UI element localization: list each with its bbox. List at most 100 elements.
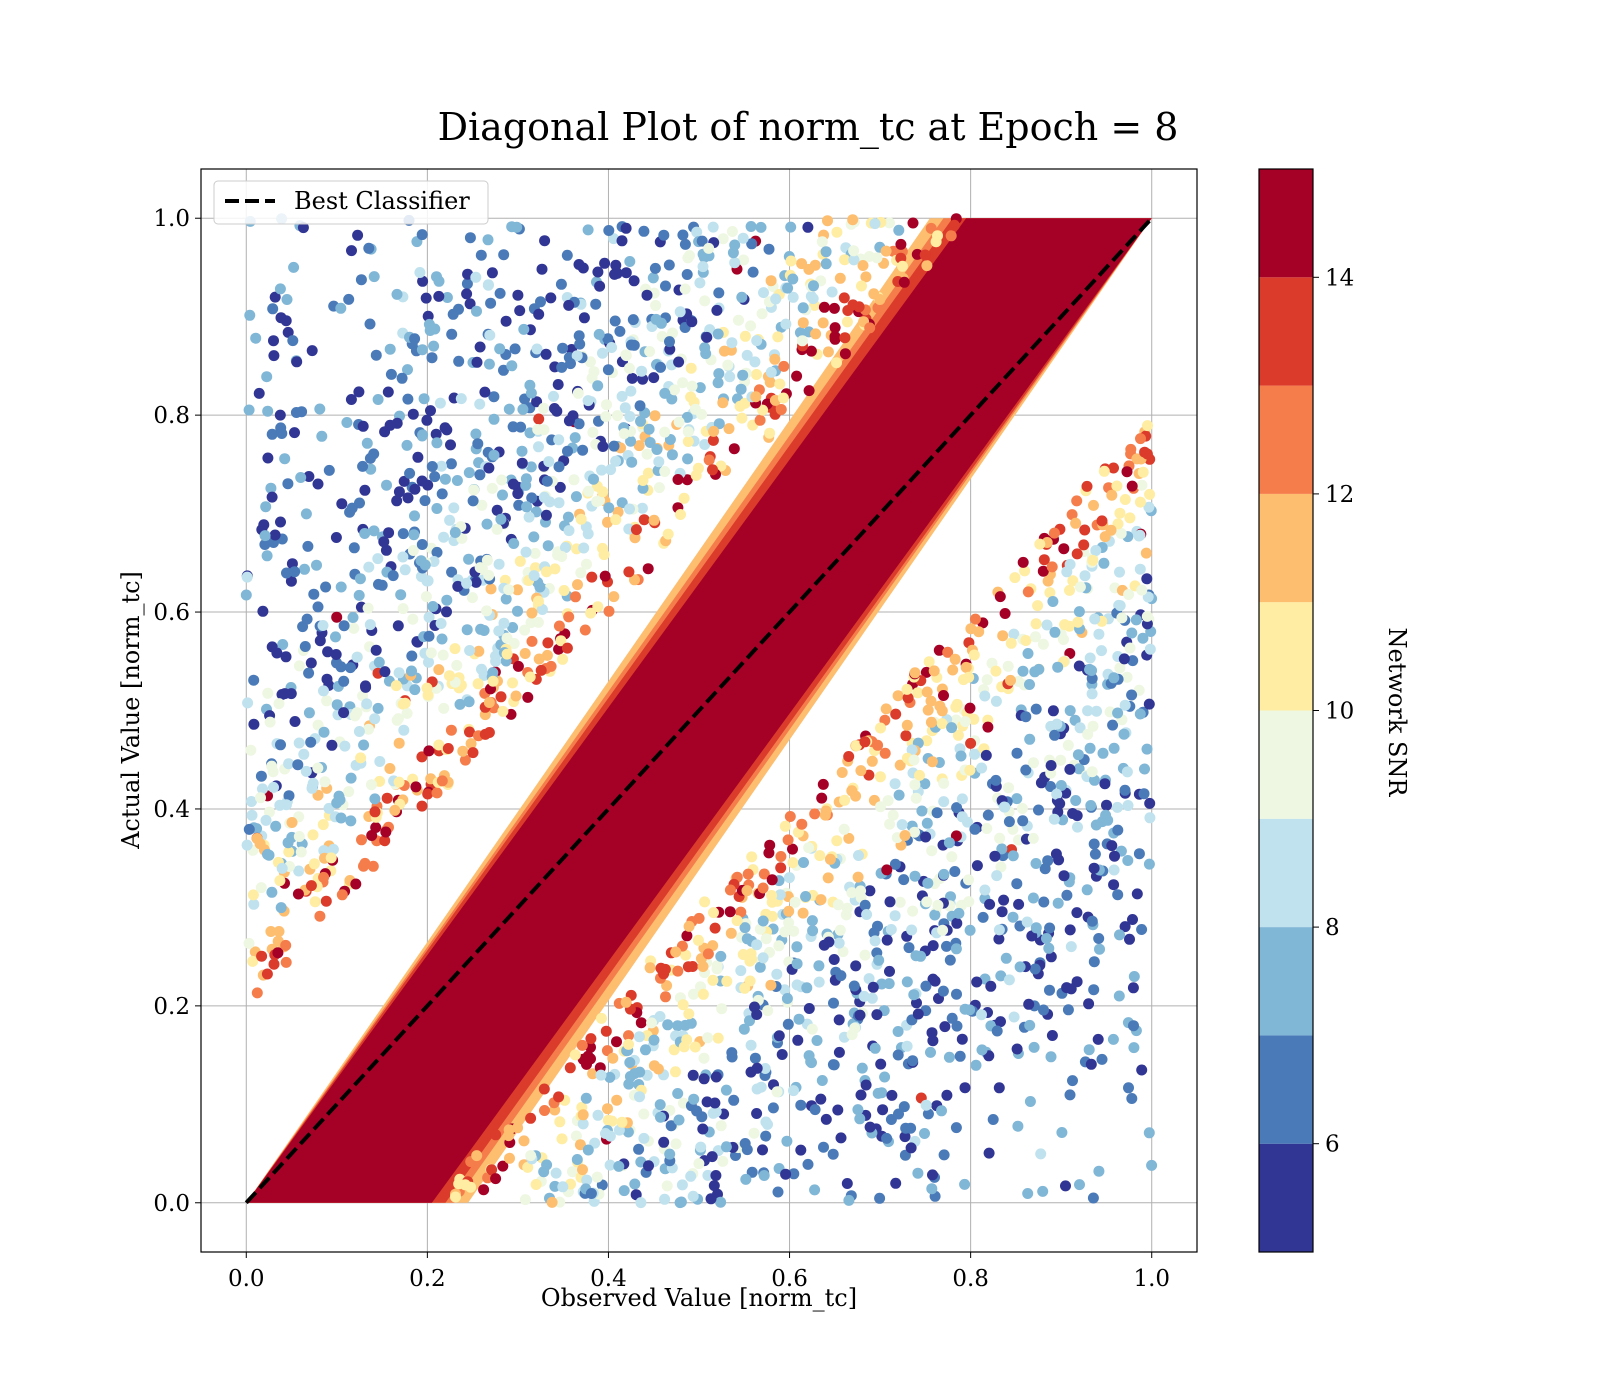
scatter-point (717, 397, 729, 409)
x-tick-label: 0.4 (590, 1266, 627, 1292)
scatter-point (740, 1173, 752, 1185)
scatter-point (697, 261, 709, 273)
scatter-point (951, 698, 963, 710)
scatter-point (766, 896, 778, 908)
scatter-point (608, 591, 620, 603)
scatter-point (1099, 778, 1111, 790)
scatter-point (341, 417, 353, 428)
scatter-point (866, 755, 878, 767)
scatter-point (623, 1030, 634, 1042)
scatter-point (797, 302, 809, 314)
scatter-point (1111, 480, 1123, 492)
scatter-point (893, 1108, 904, 1120)
scatter-point (779, 984, 791, 996)
scatter-point (562, 445, 573, 457)
scatter-point (688, 988, 699, 1000)
scatter-point (273, 926, 285, 937)
scatter-point (402, 492, 414, 504)
scatter-point (1011, 793, 1023, 805)
scatter-point (1096, 645, 1107, 657)
scatter-point (898, 276, 910, 288)
scatter-point (529, 547, 541, 559)
scatter-point (383, 527, 395, 539)
scatter-point (289, 566, 301, 578)
scatter-point (828, 954, 840, 965)
scatter-point (1114, 566, 1125, 578)
scatter-point (553, 434, 565, 446)
scatter-point (760, 1130, 772, 1142)
scatter-point (528, 531, 540, 543)
scatter-point (1043, 942, 1055, 954)
scatter-point (890, 708, 902, 720)
scatter-point (257, 605, 269, 617)
scatter-point (889, 910, 901, 922)
scatter-point (928, 665, 940, 677)
scatter-point (570, 1130, 582, 1142)
scatter-point (809, 808, 821, 820)
scatter-point (1021, 916, 1033, 928)
scatter-point (611, 267, 623, 279)
scatter-point (919, 1128, 930, 1139)
scatter-point (636, 365, 648, 377)
scatter-point (467, 495, 479, 507)
scatter-point (653, 482, 665, 494)
scatter-point (355, 752, 367, 764)
scatter-point (483, 462, 495, 474)
scatter-point (1072, 821, 1083, 833)
scatter-point (717, 1155, 729, 1167)
scatter-point (622, 1126, 634, 1138)
scatter-point (744, 975, 756, 987)
scatter-point (1013, 898, 1025, 910)
scatter-point (925, 695, 937, 707)
scatter-point (682, 426, 694, 438)
scatter-point (909, 826, 920, 838)
scatter-point (277, 639, 289, 650)
scatter-point (728, 443, 740, 455)
scatter-point (1086, 673, 1098, 684)
y-axis-label: Actual Value [norm_tc] (117, 571, 145, 850)
scatter-point (1073, 660, 1085, 672)
scatter-point (589, 1137, 601, 1149)
scatter-point (434, 397, 446, 409)
scatter-point (1073, 763, 1085, 775)
scatter-point (1144, 812, 1156, 824)
scatter-point (1133, 530, 1145, 542)
scatter-point (1046, 1030, 1058, 1041)
scatter-point (474, 398, 486, 410)
scatter-point (606, 342, 618, 353)
scatter-point (726, 337, 738, 349)
scatter-point (558, 585, 570, 596)
scatter-point (431, 787, 443, 799)
scatter-point (506, 360, 518, 372)
scatter-point (920, 1099, 932, 1111)
scatter-point (926, 756, 938, 768)
scatter-point (1070, 517, 1082, 529)
scatter-point (530, 1179, 542, 1190)
scatter-point (1084, 742, 1096, 754)
scatter-point (409, 333, 421, 345)
scatter-point (275, 516, 286, 528)
scatter-point (620, 996, 632, 1008)
scatter-point (773, 940, 785, 952)
x-axis-ticks: 0.0 0.2 0.4 0.6 0.8 1.0 (228, 1252, 1170, 1292)
scatter-point (948, 219, 960, 231)
scatter-point (391, 495, 403, 507)
scatter-point (1011, 1043, 1023, 1055)
scatter-point (854, 1113, 866, 1125)
scatter-point (616, 235, 628, 247)
scatter-point (420, 591, 432, 603)
scatter-point (921, 817, 933, 829)
scatter-point (724, 884, 736, 896)
scatter-point (569, 432, 581, 444)
scatter-point (900, 730, 912, 742)
scatter-point (884, 896, 896, 908)
scatter-point (532, 595, 544, 607)
scatter-point (942, 646, 954, 658)
scatter-point (829, 333, 841, 345)
scatter-point (699, 439, 711, 450)
scatter-point (871, 1009, 883, 1021)
scatter-point (549, 563, 561, 575)
scatter-point (393, 776, 405, 788)
scatter-point (1051, 718, 1063, 730)
scatter-point (908, 754, 920, 766)
